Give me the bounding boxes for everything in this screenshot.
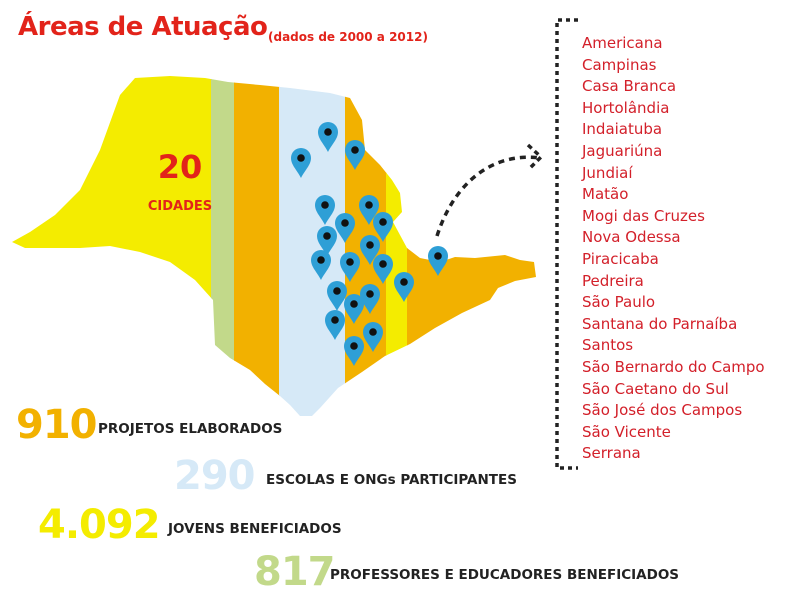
stat-projects-value: 910 (16, 402, 97, 448)
city-list-item: Nova Odessa (582, 228, 681, 247)
map-pin-icon (373, 254, 393, 284)
city-list-item: Serrana (582, 444, 641, 463)
map-pin-icon (394, 272, 414, 302)
city-list-item: São Paulo (582, 293, 656, 312)
map-pin-icon (428, 246, 448, 276)
city-list-item: Mogi das Cruzes (582, 206, 705, 225)
stat-schools-label: ESCOLAS E ONGs PARTICIPANTES (266, 472, 517, 488)
map-pin-icon (325, 310, 345, 340)
city-count: 20 (157, 148, 203, 186)
page-title: Áreas de Atuação (18, 12, 268, 42)
city-count-label: CIDADES (147, 199, 213, 214)
map-pin-icon (340, 252, 360, 282)
map-pins (291, 122, 448, 366)
city-list-item: Santana do Parnaíba (582, 314, 738, 333)
city-list-item: São José dos Campos (582, 401, 743, 420)
city-list: Americana Campinas Casa Branca Hortolândia I… (582, 33, 765, 465)
dashed-arrow (435, 155, 541, 237)
stat-youth-value: 4.092 (38, 502, 161, 548)
region-orange-west (234, 76, 280, 416)
city-list-item: Casa Branca (582, 77, 677, 96)
map-pin-icon (317, 226, 337, 256)
city-list-item: Santos (582, 336, 634, 355)
city-list-item: Campinas (582, 55, 657, 74)
page-subtitle: (dados de 2000 a 2012) (268, 30, 428, 44)
city-list-item: São Caetano do Sul (582, 379, 729, 398)
region-green (211, 76, 235, 416)
city-list-item: São Bernardo do Campo (582, 357, 765, 376)
region-orange-east (407, 76, 536, 416)
stat-teachers-value: 817 (254, 549, 335, 595)
map-pin-icon (311, 250, 331, 280)
map-pin-icon (315, 195, 335, 225)
stat-projects-label: PROJETOS ELABORADOS (98, 421, 283, 437)
map-pin-icon (345, 140, 365, 170)
city-list-item: Hortolândia (582, 98, 670, 117)
city-list-item: Piracicaba (582, 249, 659, 268)
map-pin-icon (335, 213, 355, 243)
arrow-head-icon (526, 143, 544, 171)
map-pin-icon (360, 235, 380, 265)
stat-teachers-label: PROFESSORES E EDUCADORES BENEFICIADOS (330, 567, 680, 583)
city-list-item: Indaiatuba (582, 120, 663, 139)
list-bracket (555, 18, 578, 470)
map-pin-icon (373, 212, 393, 242)
stat-schools-value: 290 (174, 453, 255, 499)
city-list-item: Matão (582, 185, 629, 204)
map-pin-icon (291, 148, 311, 178)
city-list-item: Jundiaí (582, 163, 633, 182)
map-pin-icon (318, 122, 338, 152)
map-pin-icon (344, 336, 364, 366)
map-pin-icon (344, 294, 364, 324)
map-pin-icon (359, 195, 379, 225)
city-list-item: Jaguariúna (582, 141, 663, 160)
stat-youth-label: JOVENS BENEFICIADOS (168, 521, 342, 537)
city-list-item: Americana (582, 34, 663, 52)
city-list-item: São Vicente (582, 422, 671, 441)
city-list-item: Pedreira (582, 271, 644, 290)
map-pin-icon (327, 281, 347, 311)
map-pin-icon (360, 284, 380, 314)
map-pin-icon (363, 322, 383, 352)
